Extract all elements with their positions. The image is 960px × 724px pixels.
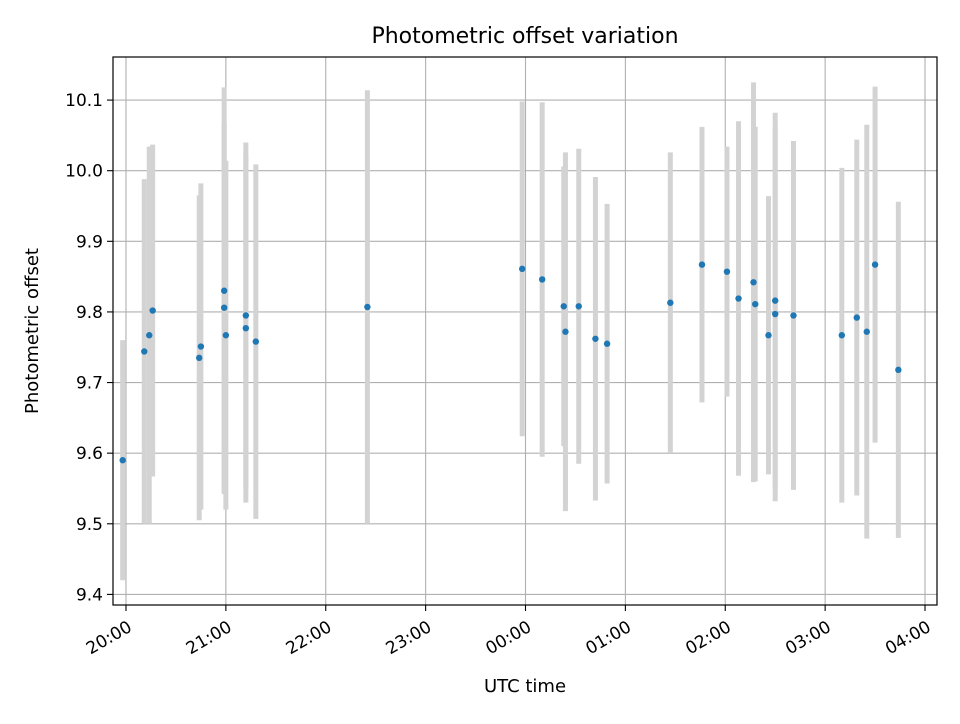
y-tick-label: 9.6: [76, 444, 103, 464]
chart-title: Photometric offset variation: [371, 24, 678, 49]
data-point: [603, 340, 611, 347]
data-point: [752, 300, 759, 308]
data-point: [519, 265, 526, 273]
data-point: [771, 310, 779, 318]
y-axis-ticks: 9.4 9.5 9.6 9.7 9.8 9.9 10.0 10.1: [65, 91, 113, 605]
data-point: [871, 261, 879, 268]
data-point: [771, 297, 779, 304]
data-point: [149, 307, 156, 314]
data-point: [197, 343, 205, 350]
y-tick-label: 9.8: [76, 303, 103, 323]
y-tick-label: 10.0: [65, 162, 103, 182]
data-point: [222, 332, 230, 339]
data-point: [575, 303, 582, 310]
data-point: [750, 279, 757, 286]
data-point: [242, 324, 250, 332]
y-tick-label: 9.5: [76, 515, 103, 535]
data-point: [790, 312, 797, 319]
x-axis-label: UTC time: [484, 676, 566, 697]
data-point: [146, 332, 153, 339]
data-point: [220, 304, 228, 311]
data-point: [195, 354, 203, 362]
grid: [113, 57, 937, 605]
data-point: [853, 314, 860, 321]
y-tick-label: 10.1: [65, 91, 103, 111]
data-point: [252, 338, 260, 345]
data-point: [838, 332, 846, 339]
data-point: [765, 332, 772, 339]
y-tick-label: 9.4: [76, 585, 103, 605]
data-point: [242, 312, 250, 319]
data-point: [698, 261, 706, 268]
data-point: [863, 328, 870, 335]
data-point: [723, 268, 731, 275]
data-point: [562, 328, 569, 335]
data-point: [895, 366, 902, 374]
y-tick-label: 9.7: [76, 374, 103, 394]
data-point: [364, 303, 371, 311]
data-points: [119, 261, 902, 464]
data-point: [667, 299, 674, 306]
data-point: [735, 295, 742, 302]
data-point: [538, 276, 546, 283]
y-tick-label: 9.9: [76, 232, 103, 252]
data-point: [141, 348, 148, 355]
data-point: [592, 335, 599, 342]
y-axis-label: Photometric offset: [22, 248, 43, 414]
data-point: [560, 303, 567, 310]
data-point: [119, 457, 126, 464]
data-point: [220, 287, 228, 294]
